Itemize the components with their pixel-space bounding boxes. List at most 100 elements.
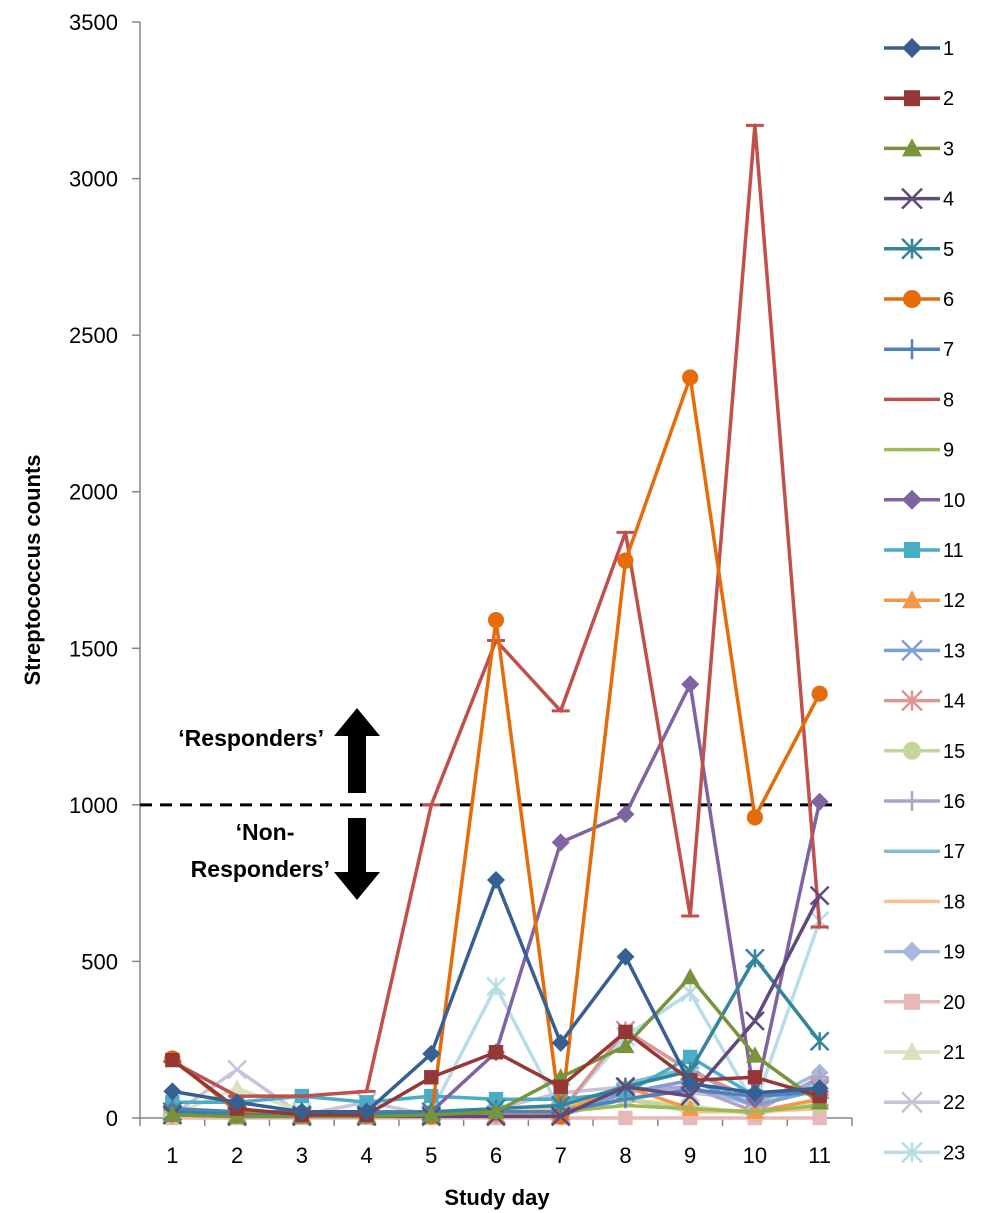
- legend-label: 14: [943, 691, 965, 713]
- responder-annotations: ‘Responders’ ‘Non- Responders’: [178, 708, 380, 900]
- legend-marker: [901, 1091, 923, 1114]
- series-line: [171, 123, 822, 1098]
- legend-label: 16: [943, 791, 965, 813]
- data-point: [745, 1011, 765, 1031]
- legend-marker: [901, 237, 923, 260]
- data-point: [681, 1074, 700, 1093]
- legend-label: 3: [943, 138, 954, 160]
- legend-marker: [902, 38, 922, 58]
- data-point: [745, 1046, 764, 1063]
- x-tick-label: 1: [166, 1143, 178, 1168]
- data-point: [615, 1076, 636, 1097]
- legend-label: 23: [943, 1142, 965, 1164]
- data-point: [682, 1049, 698, 1065]
- data-point: [228, 1093, 247, 1112]
- data-point: [681, 968, 700, 985]
- legend-label: 15: [943, 741, 965, 763]
- legend-marker: [902, 590, 922, 609]
- data-point: [810, 792, 829, 811]
- legend-marker: [904, 90, 920, 107]
- y-axis-title: Streptococcus counts: [20, 454, 45, 685]
- legend-item: 9: [884, 440, 954, 462]
- responders-label: ‘Responders’: [178, 725, 324, 751]
- legend-marker: [902, 138, 922, 157]
- data-point: [228, 1079, 247, 1096]
- legend-label: 5: [943, 239, 954, 261]
- legend-item: 6: [884, 289, 954, 311]
- data-point: [487, 1102, 505, 1119]
- series-lines: [162, 123, 830, 1127]
- legend-marker: [902, 339, 922, 360]
- legend-label: 17: [943, 841, 965, 863]
- legend-label: 20: [943, 992, 965, 1014]
- legend-item: 13: [884, 639, 965, 662]
- x-axis-ticks: 1 2 3 4 5 6 7 8 9 10 11: [139, 1118, 853, 1168]
- x-tick-label: 3: [296, 1143, 308, 1168]
- legend-item: 17: [884, 841, 965, 863]
- x-tick-label: 7: [555, 1143, 567, 1168]
- data-point: [422, 1044, 441, 1063]
- y-tick-label: 2000: [69, 480, 118, 505]
- legend-label: 9: [943, 440, 954, 462]
- x-tick-label: 11: [808, 1143, 831, 1168]
- legend-item: 20: [884, 992, 965, 1014]
- x-tick-label: 10: [743, 1143, 767, 1168]
- y-tick-label: 1000: [69, 793, 118, 818]
- data-point: [550, 1106, 571, 1127]
- arrow-down-icon: [334, 818, 380, 900]
- y-tick-label: 0: [106, 1106, 118, 1131]
- legend-label: 4: [943, 189, 954, 211]
- legend-label: 7: [943, 339, 954, 361]
- data-point: [488, 1045, 504, 1060]
- data-point: [357, 1102, 376, 1121]
- data-point: [163, 1105, 182, 1123]
- data-point: [359, 1095, 374, 1110]
- data-point: [618, 1110, 633, 1126]
- x-tick-label: 5: [425, 1143, 437, 1168]
- data-point: [809, 885, 830, 906]
- legend-item: 4: [884, 187, 954, 211]
- data-point: [682, 369, 699, 386]
- data-point: [422, 1105, 441, 1123]
- data-point: [553, 1079, 568, 1094]
- legend-marker: [902, 1042, 922, 1060]
- legend-label: 12: [943, 590, 965, 612]
- legend-marker: [902, 489, 922, 510]
- legend-marker: [902, 941, 922, 962]
- legend-label: 8: [943, 389, 954, 411]
- legend-item: 12: [884, 590, 965, 612]
- data-point: [165, 1052, 180, 1068]
- legend-marker: [901, 639, 923, 662]
- data-point: [488, 1092, 504, 1107]
- data-point: [227, 1059, 247, 1080]
- data-point: [618, 1024, 633, 1040]
- legend-label: 10: [943, 490, 965, 512]
- legend-item: 14: [884, 689, 965, 713]
- legend-item: 15: [884, 741, 965, 763]
- y-tick-label: 3500: [69, 10, 118, 35]
- x-tick-label: 9: [684, 1143, 696, 1168]
- legend-label: 22: [943, 1092, 965, 1114]
- legend-item: 11: [884, 540, 964, 562]
- y-axis-ticks: 0 500 1000 1500 2000 2500 3000 3500: [69, 10, 140, 1131]
- legend-item: 22: [884, 1091, 965, 1114]
- series-8: [163, 123, 829, 1098]
- data-point: [747, 1070, 763, 1085]
- legend-marker: [901, 1141, 923, 1164]
- data-point: [746, 809, 764, 826]
- y-tick-label: 1500: [69, 636, 118, 661]
- data-point: [745, 1083, 764, 1102]
- x-tick-label: 6: [490, 1143, 502, 1168]
- data-point: [810, 1079, 829, 1098]
- data-point: [487, 871, 505, 890]
- legend-item: 3: [884, 138, 954, 160]
- legend-label: 2: [943, 88, 954, 110]
- data-point: [616, 947, 635, 966]
- legend-marker: [902, 791, 922, 811]
- data-point: [163, 1082, 182, 1101]
- legend-marker: [904, 542, 920, 558]
- legend-label: 21: [943, 1042, 965, 1064]
- x-tick-label: 2: [231, 1143, 243, 1168]
- legend-label: 18: [943, 891, 965, 913]
